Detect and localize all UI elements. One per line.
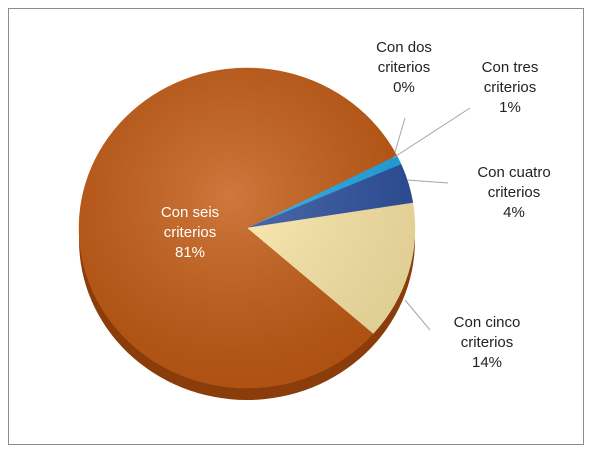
leader-line [404,299,431,331]
slice-value: 1% [499,99,521,116]
slice-label: Con cuatro criterios 4% [459,163,569,223]
slice-value: 0% [393,79,415,96]
slice-name: Con cinco criterios [453,314,521,351]
leader-line [406,179,449,184]
slice-value: 4% [503,204,525,221]
leader-line [392,107,471,159]
slice-label: Con dos criterios 0% [349,38,459,98]
slice-name: Con dos criterios [376,39,432,76]
slice-label: Con cinco criterios 14% [432,313,542,373]
slice-label: Con seis criterios 81% [135,203,245,263]
slice-name: Con seis criterios [160,204,220,241]
slice-name: Con cuatro criterios [477,164,551,201]
slice-label: Con tres criterios 1% [455,58,565,118]
slice-value: 14% [471,354,503,371]
chart-frame [8,8,584,445]
slice-name: Con tres criterios [481,59,539,96]
slice-value: 81% [174,244,206,261]
leader-line [394,117,406,153]
